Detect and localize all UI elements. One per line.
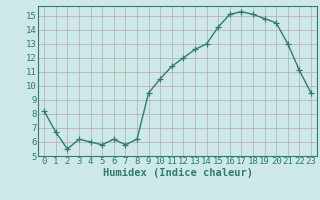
X-axis label: Humidex (Indice chaleur): Humidex (Indice chaleur) — [103, 168, 252, 178]
